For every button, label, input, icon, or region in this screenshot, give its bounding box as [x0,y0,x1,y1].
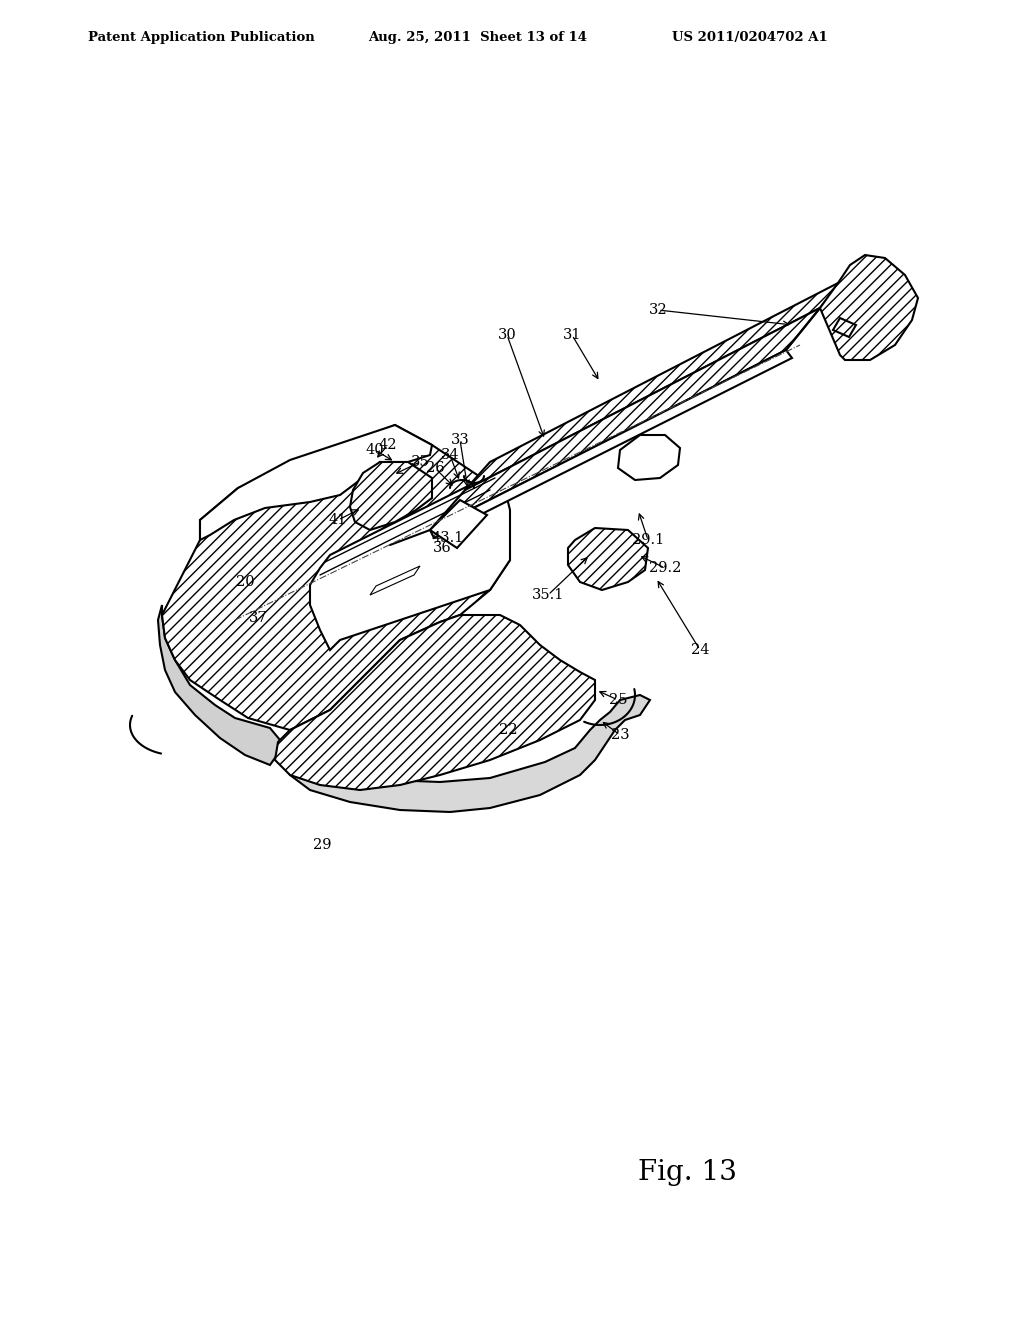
Text: 24: 24 [691,643,710,657]
Text: 35: 35 [411,455,429,469]
Polygon shape [430,350,792,539]
Polygon shape [158,605,280,766]
Polygon shape [568,528,648,590]
Text: 25: 25 [608,693,628,708]
Polygon shape [430,308,820,531]
Polygon shape [275,615,595,789]
Text: 43.1: 43.1 [432,531,464,545]
Polygon shape [350,462,432,531]
Polygon shape [833,318,856,337]
Text: 30: 30 [498,327,516,342]
Polygon shape [275,696,650,812]
Text: Aug. 25, 2011  Sheet 13 of 14: Aug. 25, 2011 Sheet 13 of 14 [368,30,587,44]
Polygon shape [820,255,918,360]
Text: 29.1: 29.1 [632,533,665,546]
Polygon shape [200,425,432,540]
Text: 23: 23 [610,729,630,742]
Text: Fig. 13: Fig. 13 [638,1159,737,1187]
Polygon shape [618,436,680,480]
Text: 22: 22 [499,723,517,737]
Text: 32: 32 [648,304,668,317]
Text: Patent Application Publication: Patent Application Publication [88,30,314,44]
Text: 33: 33 [451,433,469,447]
Polygon shape [310,470,510,649]
Text: US 2011/0204702 A1: US 2011/0204702 A1 [672,30,827,44]
Text: 41: 41 [329,513,347,527]
Text: 29: 29 [312,838,331,851]
Text: 40: 40 [366,444,384,457]
Polygon shape [370,566,420,595]
Polygon shape [465,282,840,490]
Text: 37: 37 [249,611,267,624]
Text: 20: 20 [236,576,254,589]
Text: 31: 31 [563,327,582,342]
Text: 29.2: 29.2 [649,561,681,576]
Polygon shape [162,425,510,730]
Text: 42: 42 [379,438,397,451]
Text: 36: 36 [432,541,452,554]
Text: 34: 34 [440,447,460,462]
Polygon shape [430,500,487,548]
Text: 26: 26 [426,461,444,475]
Text: 35.1: 35.1 [531,587,564,602]
